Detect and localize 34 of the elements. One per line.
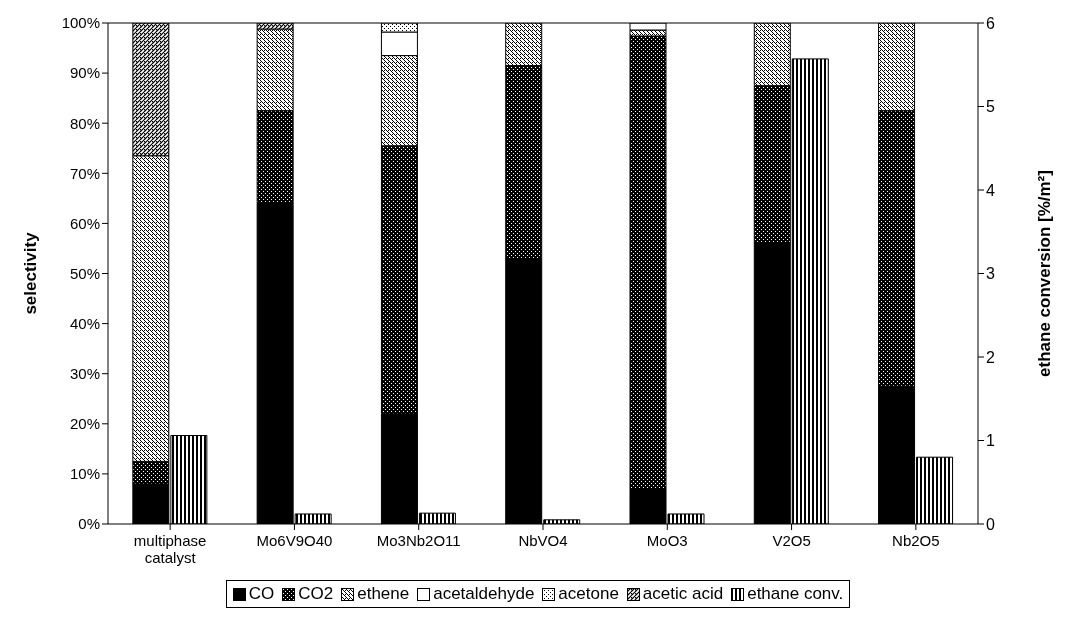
x-tick-label: NbVO4 <box>518 532 568 549</box>
y-tick-label: 80% <box>69 114 100 132</box>
y2-tick-label: 0 <box>986 515 995 533</box>
y2-tick-label: 5 <box>986 98 995 116</box>
y2-tick-label: 6 <box>986 14 995 32</box>
legend-label: ethane conv. <box>747 584 844 604</box>
x-tick-label: Nb2O5 <box>892 532 940 549</box>
y-tick-label: 90% <box>69 64 100 82</box>
y-tick-label: 10% <box>69 465 100 483</box>
y-tick-label: 40% <box>69 314 100 332</box>
x-tick-label: multiphase catalyst <box>133 532 207 566</box>
y-axis-title: selectivity <box>21 231 41 315</box>
y2-tick-label: 1 <box>986 432 995 450</box>
y-tick-label: 30% <box>69 365 100 383</box>
legend-label: CO2 <box>298 584 334 604</box>
y-tick-label: 50% <box>69 264 100 282</box>
y-tick-label: 60% <box>69 214 100 232</box>
y2-tick-label: 2 <box>986 348 995 366</box>
y2-tick-label: 3 <box>986 265 995 283</box>
y2-tick-label: 4 <box>986 181 995 199</box>
y2-axis-title: ethane conversion [%/m²] <box>1035 170 1055 377</box>
x-tick-label: Mo6V9O40 <box>256 532 333 549</box>
x-tick-label: V2O5 <box>772 532 811 549</box>
x-tick-label: MoO3 <box>646 532 688 549</box>
y-tick-label: 100% <box>61 14 100 32</box>
y-tick-label: 20% <box>69 415 100 433</box>
x-tick-label: Mo3Nb2O11 <box>376 532 461 549</box>
legend-label: acetone <box>558 584 619 604</box>
legend-label: ethene <box>357 584 410 604</box>
legend-label: acetaldehyde <box>433 584 535 604</box>
legend-label: CO <box>248 584 275 604</box>
y-tick-label: 70% <box>69 164 100 182</box>
y-tick-label: 0% <box>78 515 100 533</box>
legend-label: acetic acid <box>642 584 724 604</box>
